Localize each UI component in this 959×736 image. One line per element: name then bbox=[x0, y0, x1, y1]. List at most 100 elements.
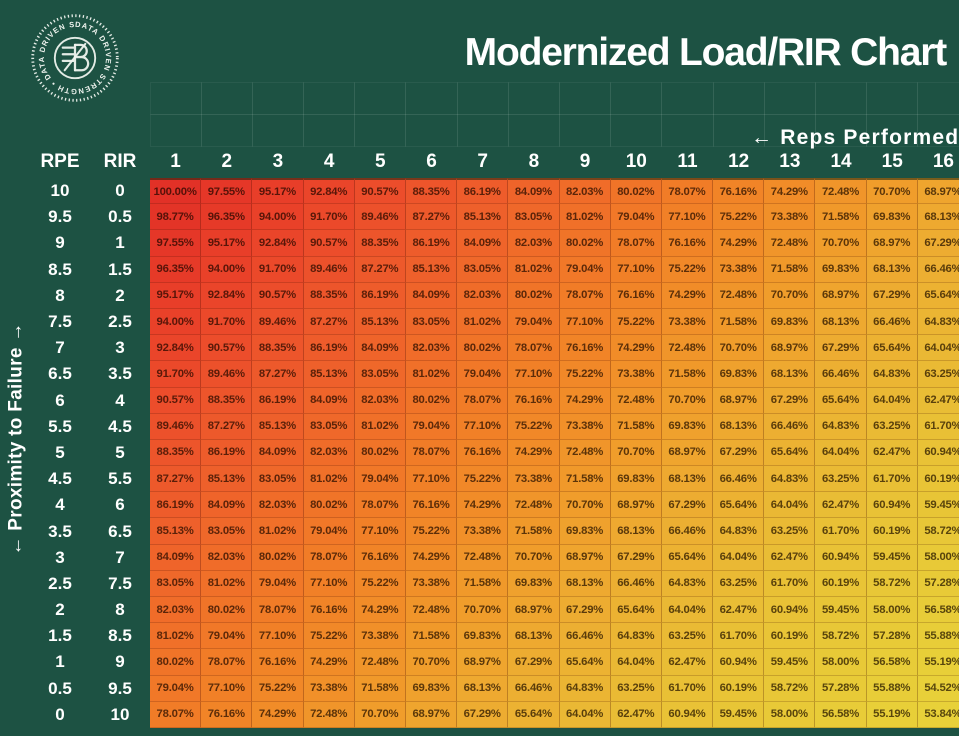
load-cell: 87.27% bbox=[201, 413, 253, 440]
load-cell: 86.19% bbox=[354, 282, 406, 309]
load-cell: 68.13% bbox=[764, 361, 816, 388]
load-cell: 72.48% bbox=[610, 387, 662, 414]
load-cell: 72.48% bbox=[508, 492, 560, 519]
load-cell: 64.04% bbox=[815, 439, 867, 467]
load-cell: 88.35% bbox=[150, 439, 202, 467]
load-cell: 70.70% bbox=[457, 597, 509, 624]
load-cell: 76.16% bbox=[661, 230, 714, 257]
load-cell: 66.46% bbox=[713, 466, 765, 493]
load-cell: 72.48% bbox=[661, 335, 714, 362]
load-cell: 88.35% bbox=[303, 282, 355, 309]
load-cell: 84.09% bbox=[201, 492, 253, 519]
load-cell: 87.27% bbox=[405, 204, 458, 231]
load-cell: 81.02% bbox=[150, 623, 202, 650]
load-cell: 97.55% bbox=[201, 178, 253, 205]
load-cell: 80.02% bbox=[201, 597, 253, 624]
load-cell: 76.16% bbox=[252, 649, 304, 676]
load-cell: 78.07% bbox=[201, 649, 253, 676]
rpe-value: 0 bbox=[55, 704, 65, 724]
load-cell: 61.70% bbox=[713, 623, 765, 650]
rir-value: 7.5 bbox=[108, 573, 132, 593]
load-cell: 68.97% bbox=[405, 701, 458, 728]
load-cell: 59.45% bbox=[866, 544, 918, 571]
load-cell: 73.38% bbox=[508, 466, 560, 493]
load-cell: 70.70% bbox=[405, 649, 458, 676]
load-cell: 83.05% bbox=[303, 413, 355, 440]
load-cell: 92.84% bbox=[303, 178, 355, 205]
load-cell: 70.70% bbox=[610, 439, 662, 467]
load-cell: 79.04% bbox=[303, 518, 355, 545]
load-cell: 82.03% bbox=[303, 439, 355, 467]
load-cell: 82.03% bbox=[150, 597, 202, 624]
load-cell: 55.19% bbox=[866, 701, 918, 728]
load-cell: 71.58% bbox=[610, 413, 662, 440]
load-cell: 64.83% bbox=[917, 308, 959, 336]
load-cell: 82.03% bbox=[354, 387, 406, 414]
load-cell: 80.02% bbox=[252, 544, 304, 571]
empty-grid-cell bbox=[917, 113, 959, 147]
load-cell: 79.04% bbox=[150, 675, 202, 702]
load-cell: 74.29% bbox=[252, 701, 304, 728]
load-cell: 68.13% bbox=[815, 308, 867, 336]
load-cell: 75.22% bbox=[661, 256, 714, 283]
empty-grid-cell bbox=[200, 113, 253, 147]
header-reps-14: 14 bbox=[830, 151, 852, 172]
load-cell: 76.16% bbox=[303, 597, 355, 624]
load-cell: 69.83% bbox=[815, 256, 867, 283]
load-cell: 100.00% bbox=[150, 178, 202, 205]
load-cell: 64.04% bbox=[764, 492, 816, 519]
load-cell: 66.46% bbox=[917, 256, 959, 283]
load-cell: 73.38% bbox=[610, 361, 662, 388]
load-cell: 74.29% bbox=[303, 649, 355, 676]
load-cell: 82.03% bbox=[457, 282, 509, 309]
empty-grid-cell bbox=[712, 81, 765, 115]
page-title: Modernized Load/RIR Chart bbox=[464, 31, 948, 74]
load-cell: 89.46% bbox=[252, 308, 304, 336]
empty-grid-cell bbox=[661, 81, 714, 115]
load-cell: 81.02% bbox=[559, 204, 611, 231]
load-cell: 80.02% bbox=[610, 178, 662, 205]
load-cell: 64.04% bbox=[559, 701, 611, 728]
load-cell: 91.70% bbox=[201, 308, 253, 336]
load-cell: 67.29% bbox=[661, 492, 714, 519]
load-rir-table: RPE RIR 1 2 3 4 5 6 7 8 9 10 11 12 13 14 15 16 10 0 100.00% 9… bbox=[30, 146, 959, 728]
load-cell: 76.16% bbox=[508, 387, 560, 414]
load-cell: 73.38% bbox=[559, 413, 611, 440]
load-cell: 70.70% bbox=[508, 544, 560, 571]
load-cell: 71.58% bbox=[405, 623, 458, 650]
load-cell: 78.07% bbox=[559, 282, 611, 309]
load-cell: 71.58% bbox=[661, 361, 714, 388]
load-cell: 71.58% bbox=[713, 308, 765, 336]
rpe-value: 2.5 bbox=[48, 573, 72, 593]
load-cell: 73.38% bbox=[303, 675, 355, 702]
load-cell: 77.10% bbox=[457, 413, 509, 440]
empty-grid-cell bbox=[866, 81, 919, 115]
load-cell: 80.02% bbox=[559, 230, 611, 257]
empty-grid-cell bbox=[405, 113, 458, 147]
rir-value: 5.5 bbox=[108, 469, 132, 489]
load-cell: 66.46% bbox=[610, 570, 662, 597]
empty-grid-cell bbox=[507, 113, 560, 147]
load-cell: 98.77% bbox=[150, 204, 202, 231]
load-cell: 68.97% bbox=[457, 649, 509, 676]
rir-value: 7 bbox=[115, 547, 125, 567]
load-cell: 76.16% bbox=[354, 544, 406, 571]
empty-grid-cell bbox=[661, 113, 714, 147]
load-cell: 81.02% bbox=[303, 466, 355, 493]
load-cell: 74.29% bbox=[457, 492, 509, 519]
load-cell: 62.47% bbox=[866, 439, 918, 467]
load-cell: 58.72% bbox=[917, 518, 959, 545]
rpe-value: 8.5 bbox=[48, 259, 72, 279]
load-cell: 68.13% bbox=[866, 256, 918, 283]
load-cell: 94.00% bbox=[252, 204, 304, 231]
empty-grid-cell bbox=[456, 81, 509, 115]
rir-value: 8 bbox=[115, 600, 125, 620]
load-cell: 68.97% bbox=[610, 492, 662, 519]
load-cell: 65.64% bbox=[815, 387, 867, 414]
load-cell: 68.13% bbox=[508, 623, 560, 650]
load-cell: 87.27% bbox=[150, 466, 202, 493]
load-cell: 81.02% bbox=[405, 361, 458, 388]
empty-grid-cell bbox=[251, 113, 305, 147]
rir-value: 8.5 bbox=[108, 626, 132, 646]
